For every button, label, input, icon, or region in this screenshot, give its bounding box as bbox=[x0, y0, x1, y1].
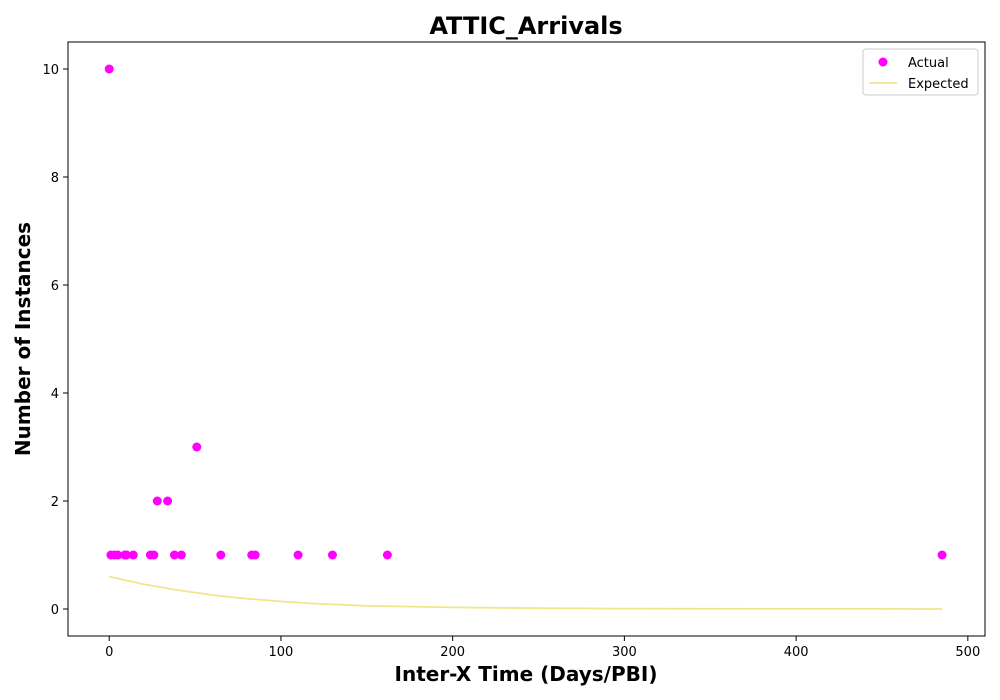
actual-point bbox=[327, 550, 337, 560]
actual-point bbox=[216, 550, 226, 560]
actual-point bbox=[192, 442, 202, 452]
actual-point bbox=[293, 550, 303, 560]
x-tick-label: 100 bbox=[269, 645, 294, 660]
x-tick-label: 0 bbox=[105, 645, 113, 660]
y-tick-label: 4 bbox=[51, 387, 59, 402]
actual-point bbox=[104, 64, 114, 74]
y-tick-label: 2 bbox=[51, 495, 59, 510]
legend-marker-actual bbox=[878, 57, 888, 67]
legend-label: Expected bbox=[908, 77, 969, 92]
plot-frame bbox=[67, 41, 986, 637]
x-tick-label: 400 bbox=[784, 645, 809, 660]
actual-point bbox=[152, 496, 162, 506]
actual-point bbox=[149, 550, 159, 560]
actual-point bbox=[176, 550, 186, 560]
x-tick-label: 500 bbox=[955, 645, 980, 660]
expected-line bbox=[109, 575, 943, 610]
actual-point bbox=[169, 550, 179, 560]
actual-point bbox=[113, 550, 123, 560]
y-tick-label: 10 bbox=[42, 63, 59, 78]
actual-point bbox=[250, 550, 260, 560]
x-axis-label: Inter-X Time (Days/PBI) bbox=[395, 662, 658, 686]
y-tick-label: 8 bbox=[51, 171, 59, 186]
actual-point bbox=[382, 550, 392, 560]
actual-point bbox=[163, 496, 173, 506]
chart-title: ATTIC_Arrivals bbox=[429, 12, 622, 40]
actual-point bbox=[121, 550, 131, 560]
y-axis-label: Number of Instances bbox=[11, 222, 35, 456]
plot-area: 0 100 200 300 400 500 0 2 4 6 8 10 bbox=[42, 41, 986, 660]
actual-point bbox=[128, 550, 138, 560]
legend-label: Actual bbox=[908, 56, 949, 71]
legend: Actual Expected bbox=[862, 48, 979, 96]
actual-point bbox=[937, 550, 947, 560]
y-tick-label: 6 bbox=[51, 279, 59, 294]
y-tick-label: 0 bbox=[51, 603, 59, 618]
x-tick-label: 300 bbox=[612, 645, 637, 660]
x-tick-label: 200 bbox=[440, 645, 465, 660]
